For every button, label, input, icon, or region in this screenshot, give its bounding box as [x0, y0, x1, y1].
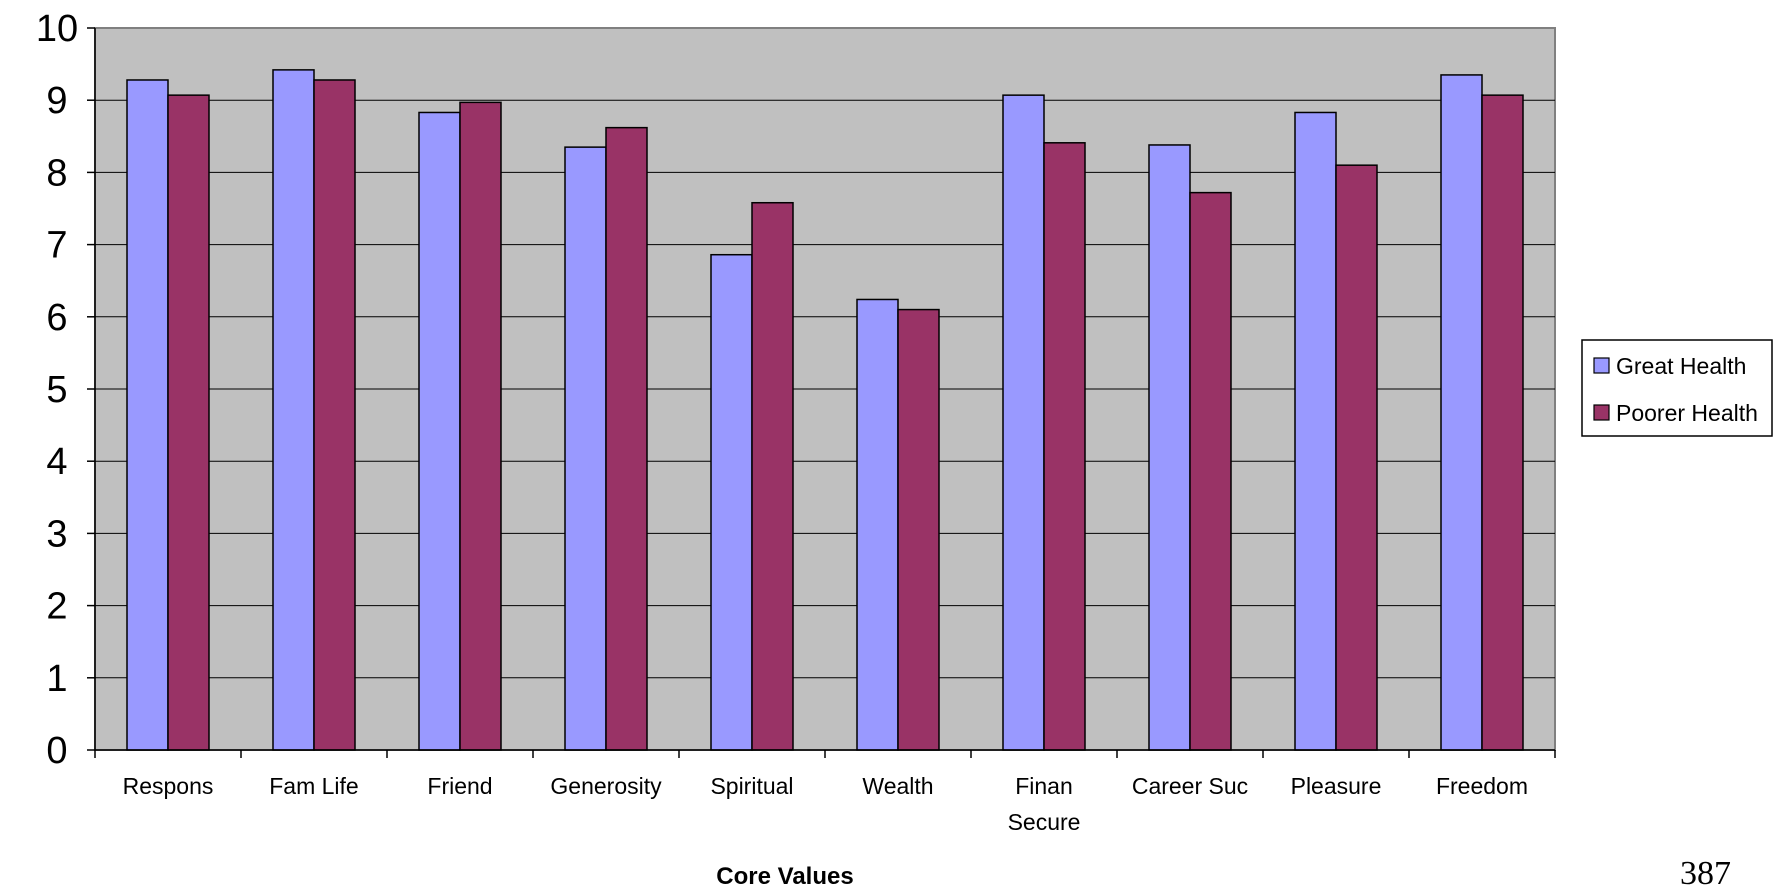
x-tick-label: Pleasure [1291, 773, 1382, 799]
x-axis-title: Core Values [716, 863, 853, 889]
bar-great-health [272, 69, 315, 751]
x-tick-label: Wealth [862, 773, 933, 799]
bar-great-health [418, 111, 461, 751]
y-tick-label: 1 [46, 658, 67, 700]
bar-poorer-health [1189, 191, 1232, 751]
bar-poorer-health [313, 79, 356, 751]
legend: Great Health Poorer Health [1581, 339, 1773, 437]
bar-great-health [1002, 94, 1045, 751]
x-tick-label: Respons [123, 773, 214, 799]
bar-poorer-health [605, 126, 648, 751]
x-tick-label: Secure [1008, 809, 1081, 835]
y-tick-label: 0 [46, 730, 67, 772]
x-tick-label: Generosity [550, 773, 662, 799]
bar-great-health [856, 298, 899, 751]
y-tick-label: 2 [46, 586, 67, 628]
bar-poorer-health [751, 201, 794, 751]
legend-label: Great Health [1616, 353, 1746, 379]
bar-poorer-health [1481, 94, 1524, 751]
bar-poorer-health [1335, 164, 1378, 751]
y-tick-label: 5 [46, 369, 67, 411]
bar-great-health [1294, 111, 1337, 751]
y-axis: 0 1 2 3 4 5 6 7 8 9 10 [36, 8, 96, 772]
bar-great-health [126, 79, 169, 751]
bar-poorer-health [167, 94, 210, 751]
x-tick-label: Career Suc [1132, 773, 1248, 799]
x-tick-label: Finan [1015, 773, 1073, 799]
legend-swatch [1593, 357, 1610, 374]
bar-poorer-health [897, 308, 940, 751]
page-number: 387 [1680, 855, 1731, 892]
y-tick-label: 3 [46, 513, 67, 555]
x-axis: Respons Fam Life Friend Generosity Spiritual… [94, 749, 1556, 835]
bars [126, 69, 1524, 751]
y-tick-label: 6 [46, 297, 67, 339]
legend-swatch [1593, 404, 1610, 421]
y-tick-label: 9 [46, 80, 67, 122]
bar-great-health [1148, 144, 1191, 751]
y-tick-label: 10 [36, 8, 78, 50]
bar-poorer-health [1043, 142, 1086, 751]
x-tick-label: Fam Life [269, 773, 358, 799]
y-tick-label: 7 [46, 225, 67, 267]
x-tick-label: Spiritual [710, 773, 793, 799]
bar-great-health [1440, 74, 1483, 751]
x-tick-label: Friend [427, 773, 492, 799]
bar-poorer-health [459, 101, 502, 751]
y-tick-label: 4 [46, 441, 67, 483]
bar-great-health [710, 253, 753, 751]
y-tick-label: 8 [46, 152, 67, 194]
bar-great-health [564, 146, 607, 751]
legend-box [1581, 339, 1773, 437]
legend-label: Poorer Health [1616, 400, 1758, 426]
x-tick-label: Freedom [1436, 773, 1528, 799]
